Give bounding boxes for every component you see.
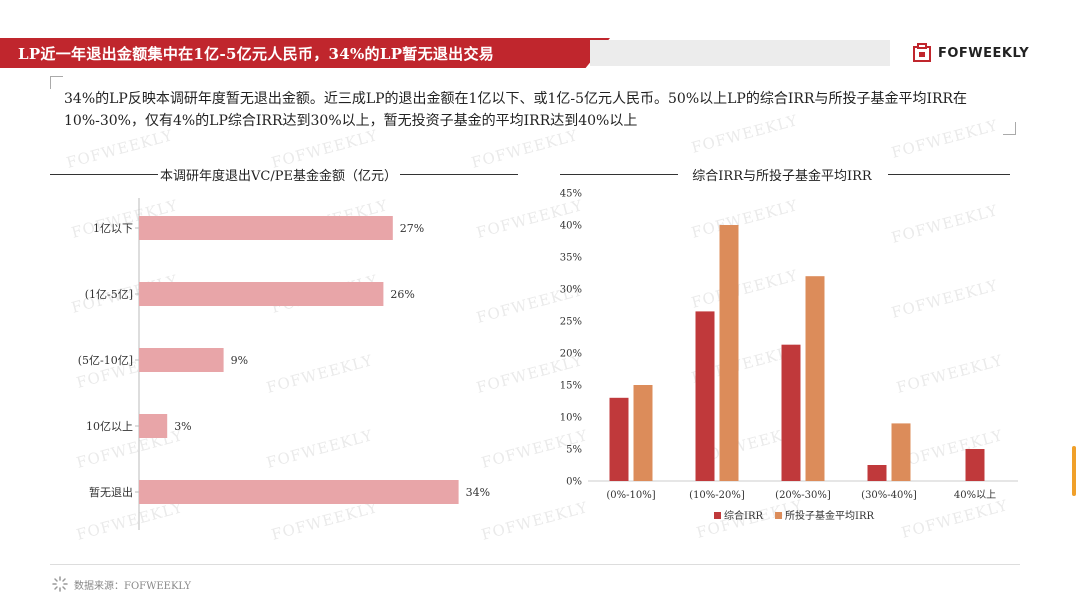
bar: [139, 282, 384, 306]
x-tick-label: (20%-30%]: [775, 490, 831, 501]
title-banner-extension: [590, 40, 890, 66]
section-title-rule-left: [50, 174, 158, 175]
bar-fund-avg-irr: [891, 423, 911, 481]
y-tick-label: 15%: [560, 381, 582, 392]
data-label: 34%: [466, 486, 490, 499]
scroll-indicator[interactable]: [1072, 446, 1076, 496]
watermark-text: FOFWEEKLY: [469, 126, 581, 172]
bar: [139, 414, 168, 438]
data-label: 26%: [390, 288, 414, 301]
y-tick-label: 30%: [560, 285, 582, 296]
y-tick-label: 20%: [560, 349, 582, 360]
corner-bracket-top-left: [50, 76, 63, 89]
legend-label: 所投子基金平均IRR: [785, 509, 874, 522]
description-text: 34%的LP反映本调研年度暂无退出金额。近三成LP的退出金额在1亿以下、或1亿-…: [64, 91, 968, 129]
legend-swatch: [714, 512, 721, 519]
bar-fund-avg-irr: [805, 276, 825, 481]
bar-composite-irr: [781, 344, 801, 481]
category-label: 1亿以下: [93, 222, 133, 235]
source-spinner-icon: [52, 576, 68, 592]
bar-composite-irr: [609, 397, 629, 481]
x-tick-label: (0%-10%]: [606, 490, 655, 501]
x-tick-label: (30%-40%]: [861, 490, 917, 501]
exit-amount-bar-chart: 1亿以下 27% (1亿-5亿] 26% (5亿-10亿] 9% 10亿以上 3% 暂无退出 34…: [78, 198, 490, 530]
watermark-text: FOFWEEKLY: [64, 126, 176, 172]
corner-bracket-bottom-right: [1003, 122, 1016, 135]
bar-composite-irr: [867, 465, 887, 481]
y-tick-label: 25%: [560, 317, 582, 328]
category-label: 10亿以上: [86, 420, 133, 433]
bar-composite-irr: [695, 311, 715, 481]
category-label: (1亿-5亿]: [85, 288, 133, 301]
y-tick-label: 0%: [566, 477, 582, 488]
x-tick-label: (10%-20%]: [689, 490, 745, 501]
brand-logo: FOFWEEKLY: [912, 40, 1029, 66]
section-title-rule-right: [888, 174, 1010, 175]
fofweekly-logo-icon: [913, 43, 931, 62]
y-tick-label: 5%: [566, 445, 582, 456]
chart-title-exit-amount: 本调研年度退出VC/PE基金金额（亿元）: [160, 169, 397, 184]
bar-composite-irr: [965, 449, 985, 481]
data-label: 27%: [400, 222, 424, 235]
bar: [139, 480, 459, 504]
legend-label: 综合IRR: [724, 509, 763, 522]
data-label: 9%: [231, 354, 248, 367]
footer: 数据来源：FOFWEEKLY: [52, 576, 191, 592]
bar-fund-avg-irr: [633, 385, 653, 481]
category-label: 暂无退出: [89, 485, 133, 499]
chart-title-irr: 综合IRR与所投子基金平均IRR: [692, 169, 872, 184]
section-title-rule-left: [560, 174, 678, 175]
brand-name: FOFWEEKLY: [938, 45, 1030, 61]
irr-grouped-bar-chart: 0% 5% 10% 15% 20% 25% 30% 35% 40% 45% (0%-10%] (10%…: [560, 189, 1018, 522]
y-tick-label: 10%: [560, 413, 582, 424]
data-source: 数据来源：FOFWEEKLY: [74, 580, 192, 592]
y-tick-label: 45%: [560, 189, 582, 200]
category-label: (5亿-10亿]: [78, 354, 133, 367]
legend-swatch: [775, 512, 783, 519]
bar: [139, 348, 224, 372]
section-title-rule-right: [400, 174, 518, 175]
title-banner: LP近一年退出金额集中在1亿-5亿元人民币，34%的LP暂无退出交易: [0, 38, 610, 68]
bar-fund-avg-irr: [719, 225, 739, 481]
x-tick-label: 40%以上: [954, 489, 996, 501]
page-title: LP近一年退出金额集中在1亿-5亿元人民币，34%的LP暂无退出交易: [18, 45, 495, 63]
data-label: 3%: [174, 420, 191, 433]
y-tick-label: 35%: [560, 253, 582, 264]
y-tick-label: 40%: [560, 221, 582, 232]
bar: [139, 216, 393, 240]
footer-divider: [50, 564, 1020, 565]
